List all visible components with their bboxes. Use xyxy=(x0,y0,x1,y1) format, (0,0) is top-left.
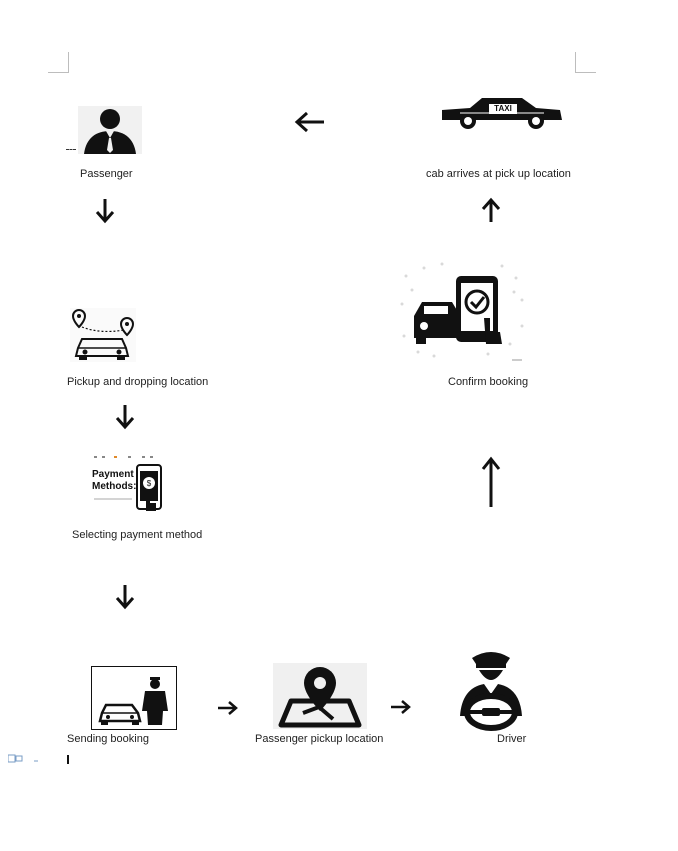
arrow-right-icon xyxy=(390,699,412,715)
driver-steering-icon xyxy=(454,646,528,732)
dash-mark xyxy=(66,149,76,150)
car-phone-check-icon xyxy=(394,256,530,364)
arrow-down-icon xyxy=(95,198,115,224)
text-cursor xyxy=(67,755,69,764)
person-suit-icon xyxy=(78,106,142,154)
map-pin-icon xyxy=(273,663,367,729)
sending-booking-label: Sending booking xyxy=(67,733,149,745)
page-corner-top-right xyxy=(575,52,596,73)
phone-payment-icon: $ Payment Methods: xyxy=(88,455,166,515)
arrow-left-icon xyxy=(294,110,326,134)
payment-title-line1: Payment xyxy=(92,469,134,480)
car-route-pins-icon xyxy=(70,308,136,362)
driver-label: Driver xyxy=(497,733,527,745)
passenger-label: Passenger xyxy=(80,168,133,180)
payment-title-line2: Methods: xyxy=(92,481,137,492)
arrow-up-icon xyxy=(481,197,501,223)
paste-options-icon[interactable] xyxy=(8,754,38,764)
confirm-booking-label: Confirm booking xyxy=(448,376,529,388)
arrow-up-long-icon xyxy=(480,456,502,508)
arrow-right-icon xyxy=(217,700,239,716)
car-person-icon xyxy=(91,666,177,730)
pickup-dropping-label: Pickup and dropping location xyxy=(67,376,209,388)
arrow-down-icon xyxy=(115,584,135,610)
page-corner-top-left xyxy=(48,52,69,73)
taxi-sign: TAXI xyxy=(494,104,512,113)
pickup-location-label: Passenger pickup location xyxy=(255,733,384,745)
payment-method-label: Selecting payment method xyxy=(72,529,203,541)
cab-arrives-label: cab arrives at pick up location xyxy=(426,168,571,180)
svg-text:$: $ xyxy=(147,479,152,488)
arrow-down-icon xyxy=(115,404,135,430)
taxi-icon: TAXI xyxy=(440,94,564,130)
